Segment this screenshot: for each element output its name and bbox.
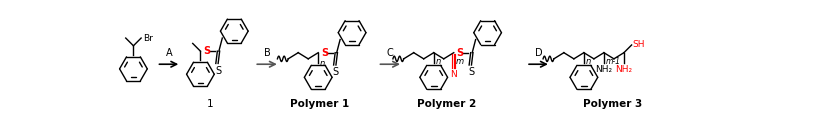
Text: S: S: [215, 66, 221, 76]
Text: A: A: [166, 48, 172, 58]
Text: S: S: [457, 48, 463, 58]
Text: N: N: [450, 70, 458, 79]
Text: D: D: [534, 48, 542, 58]
Text: Br: Br: [143, 34, 153, 43]
Text: S: S: [203, 46, 210, 56]
Text: S: S: [468, 67, 475, 77]
Text: 1: 1: [207, 99, 213, 109]
Text: n: n: [435, 57, 440, 66]
Text: S: S: [321, 48, 328, 58]
Text: m-1: m-1: [605, 57, 620, 66]
Text: m: m: [455, 57, 463, 66]
Text: C: C: [386, 48, 394, 58]
Text: S: S: [333, 67, 339, 77]
Text: n: n: [586, 57, 591, 66]
Text: SH: SH: [632, 40, 645, 49]
Text: Polymer 2: Polymer 2: [417, 99, 476, 109]
Text: n: n: [319, 59, 325, 68]
Text: Polymer 3: Polymer 3: [583, 99, 642, 109]
Text: Polymer 1: Polymer 1: [290, 99, 350, 109]
Text: NH₂: NH₂: [615, 65, 632, 74]
Text: B: B: [264, 48, 270, 58]
Text: NH₂: NH₂: [596, 65, 613, 74]
